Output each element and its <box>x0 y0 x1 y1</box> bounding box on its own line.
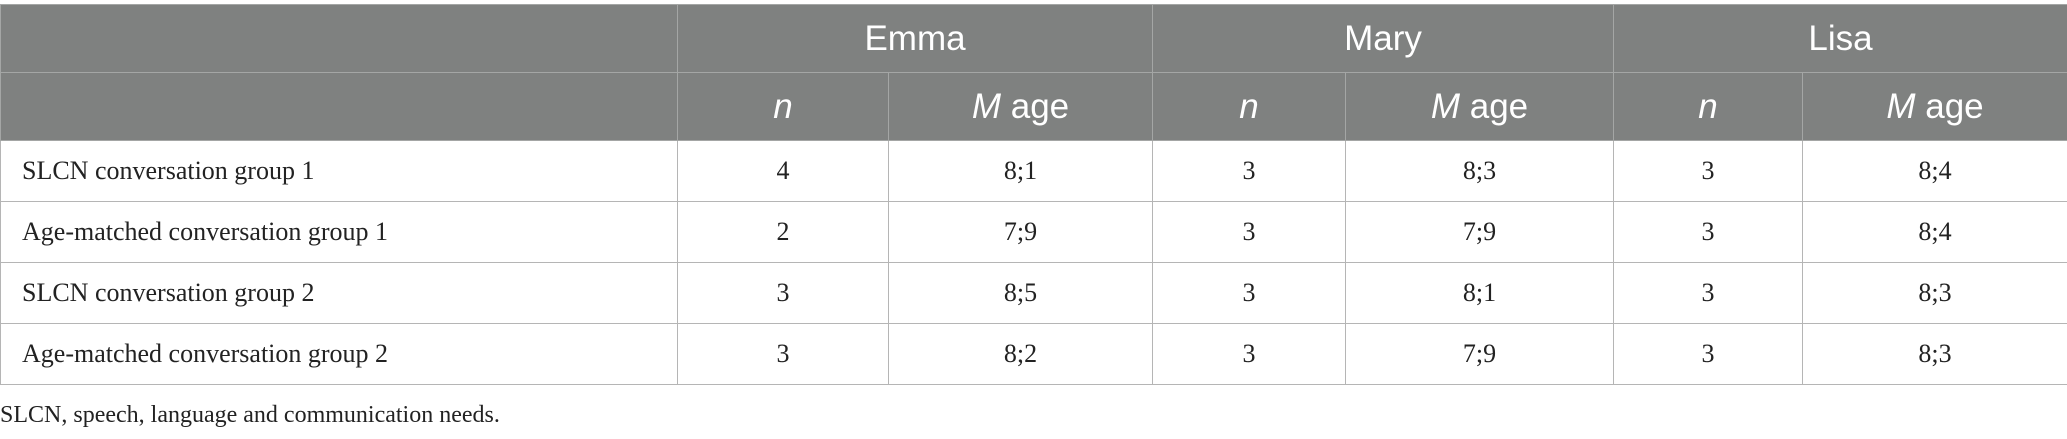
cell-lisa-age: 8;4 <box>1802 140 2067 202</box>
header-group-emma: Emma <box>677 4 1153 73</box>
cell-mary-age: 7;9 <box>1345 201 1614 263</box>
cell-emma-n: 4 <box>677 140 889 202</box>
header-n: n <box>677 72 889 141</box>
cell-lisa-age: 8;4 <box>1802 201 2067 263</box>
cell-emma-n: 3 <box>677 262 889 324</box>
header-age-label: age <box>1915 86 1984 126</box>
data-table: Emma Mary Lisa n M age n M age n M age S… <box>0 4 2067 385</box>
cell-emma-age: 7;9 <box>888 201 1153 263</box>
table-row: SLCN conversation group 2 3 8;5 3 8;1 3 … <box>0 262 2067 324</box>
row-label: Age-matched conversation group 1 <box>0 201 678 263</box>
header-m-label: M <box>1886 86 1916 126</box>
header-row-names: Emma Mary Lisa <box>0 4 2067 73</box>
row-label: SLCN conversation group 2 <box>0 262 678 324</box>
header-age-label: age <box>1001 86 1070 126</box>
table-row: SLCN conversation group 1 4 8;1 3 8;3 3 … <box>0 140 2067 202</box>
cell-lisa-n: 3 <box>1613 323 1803 385</box>
cell-mary-age: 8;3 <box>1345 140 1614 202</box>
cell-mary-n: 3 <box>1152 323 1346 385</box>
cell-emma-age: 8;5 <box>888 262 1153 324</box>
header-m-label: M <box>971 86 1002 126</box>
header-mean-age: M age <box>1345 72 1614 141</box>
header-empty-cell <box>0 4 678 73</box>
header-group-lisa: Lisa <box>1613 4 2067 73</box>
header-n-label: n <box>773 86 793 126</box>
cell-lisa-n: 3 <box>1613 140 1803 202</box>
cell-lisa-n: 3 <box>1613 262 1803 324</box>
cell-emma-n: 2 <box>677 201 889 263</box>
table-row: Age-matched conversation group 1 2 7;9 3… <box>0 201 2067 263</box>
cell-lisa-n: 3 <box>1613 201 1803 263</box>
cell-lisa-age: 8;3 <box>1802 323 2067 385</box>
cell-mary-age: 8;1 <box>1345 262 1614 324</box>
row-label: Age-matched conversation group 2 <box>0 323 678 385</box>
cell-emma-age: 8;2 <box>888 323 1153 385</box>
cell-mary-age: 7;9 <box>1345 323 1614 385</box>
header-n: n <box>1152 72 1346 141</box>
header-n-label: n <box>1698 86 1718 126</box>
cell-lisa-age: 8;3 <box>1802 262 2067 324</box>
header-n: n <box>1613 72 1803 141</box>
header-group-mary: Mary <box>1152 4 1614 73</box>
cell-emma-n: 3 <box>677 323 889 385</box>
header-n-label: n <box>1239 86 1259 126</box>
cell-mary-n: 3 <box>1152 140 1346 202</box>
cell-mary-n: 3 <box>1152 201 1346 263</box>
header-row-stats: n M age n M age n M age <box>0 72 2067 141</box>
cell-mary-n: 3 <box>1152 262 1346 324</box>
header-m-label: M <box>1430 86 1461 126</box>
table-row: Age-matched conversation group 2 3 8;2 3… <box>0 323 2067 385</box>
header-mean-age: M age <box>1802 72 2067 141</box>
header-mean-age: M age <box>888 72 1153 141</box>
cell-emma-age: 8;1 <box>888 140 1153 202</box>
row-label: SLCN conversation group 1 <box>0 140 678 202</box>
header-empty-cell <box>0 72 678 141</box>
table-footnote: SLCN, speech, language and communication… <box>0 402 500 428</box>
header-age-label: age <box>1460 86 1529 126</box>
